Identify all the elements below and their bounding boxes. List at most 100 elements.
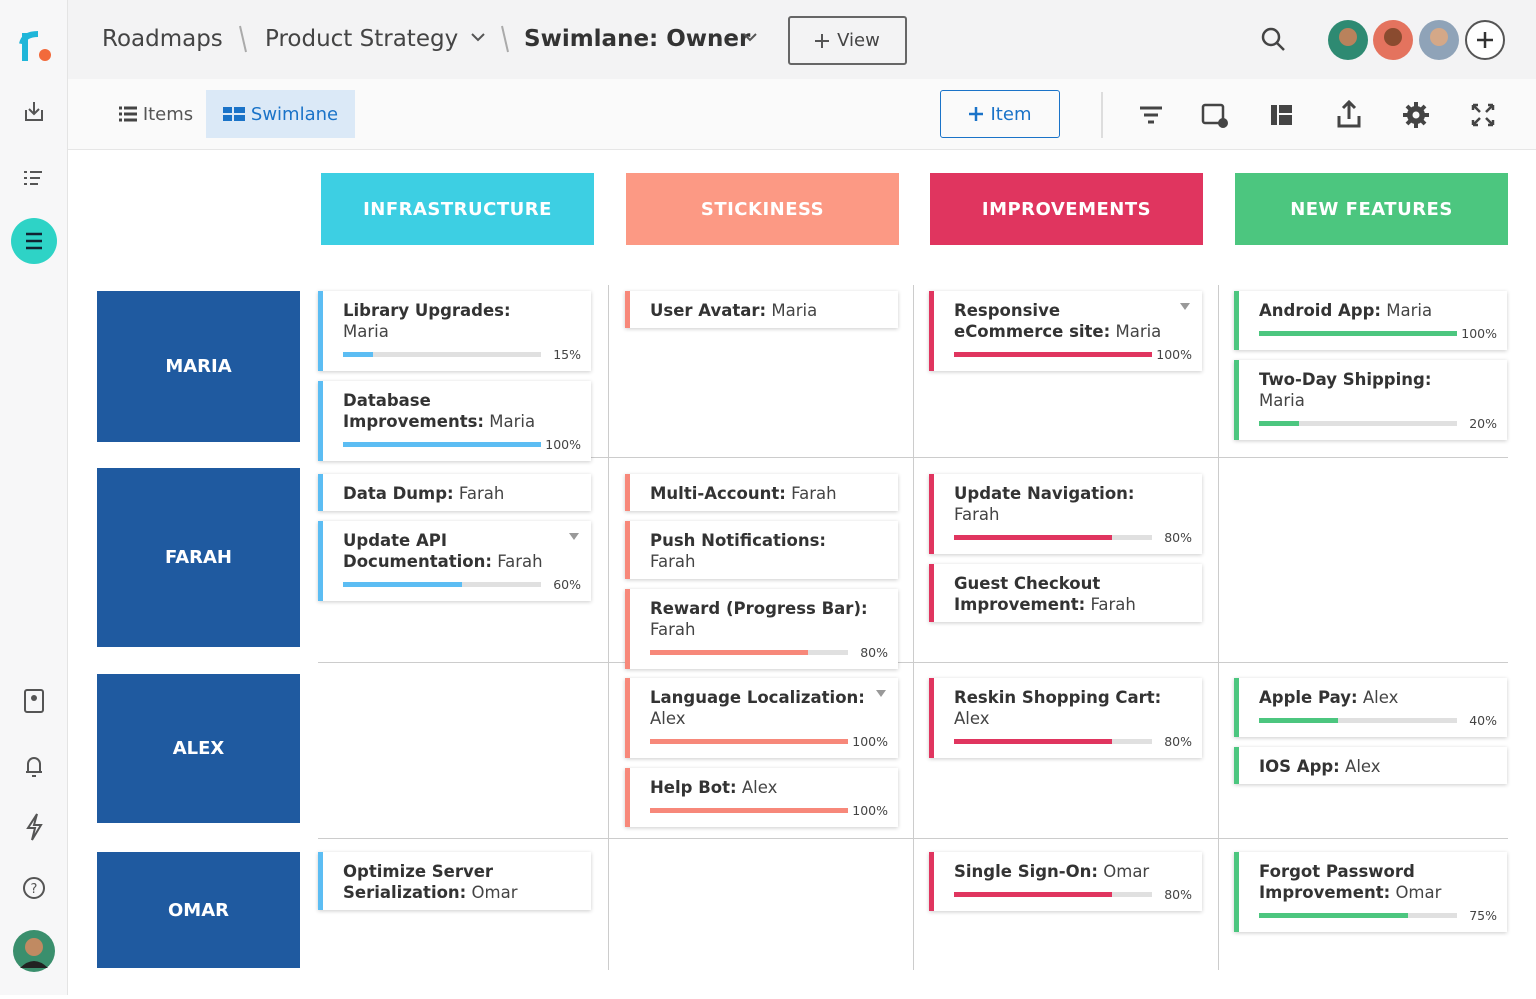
tab[interactable]: Items bbox=[106, 90, 206, 138]
item-card[interactable]: IOS App: Alex bbox=[1234, 747, 1507, 784]
item-card[interactable]: Update API Documentation: Farah 60% bbox=[318, 521, 591, 601]
item-owner: Omar bbox=[471, 883, 518, 902]
item-name: Update Navigation: bbox=[954, 484, 1135, 503]
item-name: Multi-Account: bbox=[650, 484, 786, 503]
item-card[interactable]: Apple Pay: Alex 40% bbox=[1234, 678, 1507, 737]
card-title: Two-Day Shipping: Maria bbox=[1259, 369, 1477, 411]
progress-fill bbox=[343, 351, 373, 357]
item-card[interactable]: Single Sign-On: Omar 80% bbox=[929, 852, 1202, 911]
card-title: Data Dump: Farah bbox=[343, 483, 561, 504]
progress-label: 80% bbox=[1164, 886, 1192, 902]
item-name: IOS App: bbox=[1259, 757, 1340, 776]
item-card[interactable]: Library Upgrades: Maria 15% bbox=[318, 291, 591, 371]
progress-track bbox=[954, 351, 1152, 357]
item-card[interactable]: Optimize Server Serialization: Omar bbox=[318, 852, 591, 910]
item-card[interactable]: Two-Day Shipping: Maria 20% bbox=[1234, 360, 1507, 440]
progress-fill bbox=[954, 891, 1113, 897]
progress-label: 100% bbox=[1461, 325, 1497, 341]
swimlane-cell: Update Navigation: Farah 80% Guest Checkou… bbox=[929, 474, 1202, 622]
progress-track bbox=[954, 738, 1152, 744]
breadcrumb[interactable]: Roadmaps bbox=[102, 26, 223, 52]
progress-label: 40% bbox=[1469, 712, 1497, 728]
progress-fill bbox=[1259, 420, 1299, 426]
progress-label: 20% bbox=[1469, 415, 1497, 431]
item-owner: Alex bbox=[650, 709, 686, 728]
item-card[interactable]: Database Improvements: Maria 100% bbox=[318, 381, 591, 461]
card-title: IOS App: Alex bbox=[1259, 756, 1477, 777]
row-divider bbox=[318, 457, 1508, 458]
item-name: Two-Day Shipping: bbox=[1259, 370, 1432, 389]
view-button[interactable]: View bbox=[788, 16, 907, 65]
progress-fill bbox=[343, 441, 541, 447]
progress-fill bbox=[1259, 912, 1408, 918]
progress-row: 80% bbox=[650, 642, 888, 662]
item-card[interactable]: Forgot Password Improvement: Omar 75% bbox=[1234, 852, 1507, 932]
progress-fill bbox=[650, 807, 848, 813]
progress-track bbox=[343, 441, 541, 447]
item-card[interactable]: Push Notifications: Farah bbox=[625, 521, 898, 579]
item-name: Responsive eCommerce site: bbox=[954, 301, 1111, 341]
card-title: Reskin Shopping Cart: Alex bbox=[954, 687, 1172, 729]
button-label: View bbox=[837, 30, 880, 51]
top-bar bbox=[68, 0, 1536, 79]
tab-label: Swimlane bbox=[250, 103, 339, 125]
lane-header: NEW FEATURES bbox=[1235, 173, 1508, 245]
item-owner: Farah bbox=[650, 552, 696, 571]
sidebar-icons: ? bbox=[11, 31, 57, 972]
swimlane-cell: Responsive eCommerce site: Maria 100% bbox=[929, 291, 1202, 371]
progress-track bbox=[954, 534, 1152, 540]
tab[interactable]: Swimlane bbox=[206, 90, 355, 138]
item-card[interactable]: Update Navigation: Farah 80% bbox=[929, 474, 1202, 554]
progress-label: 100% bbox=[1156, 346, 1192, 362]
progress-fill bbox=[1259, 717, 1339, 723]
item-card[interactable]: Android App: Maria 100% bbox=[1234, 291, 1507, 350]
progress-label: 60% bbox=[553, 576, 581, 592]
progress-row: 75% bbox=[1259, 905, 1497, 925]
add-item-button[interactable]: Item bbox=[940, 90, 1060, 138]
progress-row: 60% bbox=[343, 574, 581, 594]
item-owner: Maria bbox=[1386, 301, 1433, 320]
item-name: User Avatar: bbox=[650, 301, 767, 320]
item-card[interactable]: Multi-Account: Farah bbox=[625, 474, 898, 511]
breadcrumb[interactable]: Product Strategy bbox=[265, 26, 459, 52]
progress-label: 100% bbox=[852, 802, 888, 818]
item-card[interactable]: Language Localization: Alex 100% bbox=[625, 678, 898, 758]
item-card[interactable]: Help Bot: Alex 100% bbox=[625, 768, 898, 827]
item-name: Reward (Progress Bar): bbox=[650, 599, 868, 618]
swimlane-icon bbox=[222, 107, 245, 121]
item-owner: Alex bbox=[741, 778, 778, 797]
item-name: Apple Pay: bbox=[1259, 688, 1358, 707]
item-owner: Farah bbox=[954, 505, 1000, 524]
item-card[interactable]: Responsive eCommerce site: Maria 100% bbox=[929, 291, 1202, 371]
sidebar: ? bbox=[0, 0, 68, 995]
expand-arrow[interactable] bbox=[1180, 303, 1190, 310]
item-card[interactable]: Reward (Progress Bar): Farah 80% bbox=[625, 589, 898, 669]
swimlane-cell: Forgot Password Improvement: Omar 75% bbox=[1234, 852, 1507, 932]
item-owner: Alex bbox=[954, 709, 990, 728]
card-title: Update Navigation: Farah bbox=[954, 483, 1172, 525]
card-title: Multi-Account: Farah bbox=[650, 483, 868, 504]
lane-header: INFRASTRUCTURE bbox=[321, 173, 594, 245]
item-card[interactable]: Guest Checkout Improvement: Farah bbox=[929, 564, 1202, 622]
expand-arrow[interactable] bbox=[569, 533, 579, 540]
item-name: Push Notifications: bbox=[650, 531, 827, 550]
button-label: Item bbox=[990, 103, 1032, 125]
owner-box: OMAR bbox=[97, 852, 300, 968]
tab-label: Items bbox=[142, 103, 194, 125]
header-icons bbox=[1261, 20, 1505, 60]
swimlane-cell: Android App: Maria 100% Two-Day Shipping: … bbox=[1234, 291, 1507, 440]
plus-icon bbox=[815, 33, 830, 48]
item-name: Android App: bbox=[1259, 301, 1382, 320]
progress-row: 15% bbox=[343, 344, 581, 364]
breadcrumb[interactable]: Swimlane: Owner bbox=[524, 26, 751, 52]
progress-fill bbox=[650, 649, 809, 655]
item-card[interactable]: User Avatar: Maria bbox=[625, 291, 898, 328]
item-owner: Maria bbox=[489, 412, 536, 431]
item-card[interactable]: Reskin Shopping Cart: Alex 80% bbox=[929, 678, 1202, 758]
item-card[interactable]: Data Dump: Farah bbox=[318, 474, 591, 511]
owner-box: MARIA bbox=[97, 291, 300, 442]
swimlane-cell: Single Sign-On: Omar 80% bbox=[929, 852, 1202, 911]
item-name: Database Improvements: bbox=[343, 391, 484, 431]
progress-row: 100% bbox=[343, 434, 581, 454]
expand-arrow[interactable] bbox=[876, 690, 886, 697]
